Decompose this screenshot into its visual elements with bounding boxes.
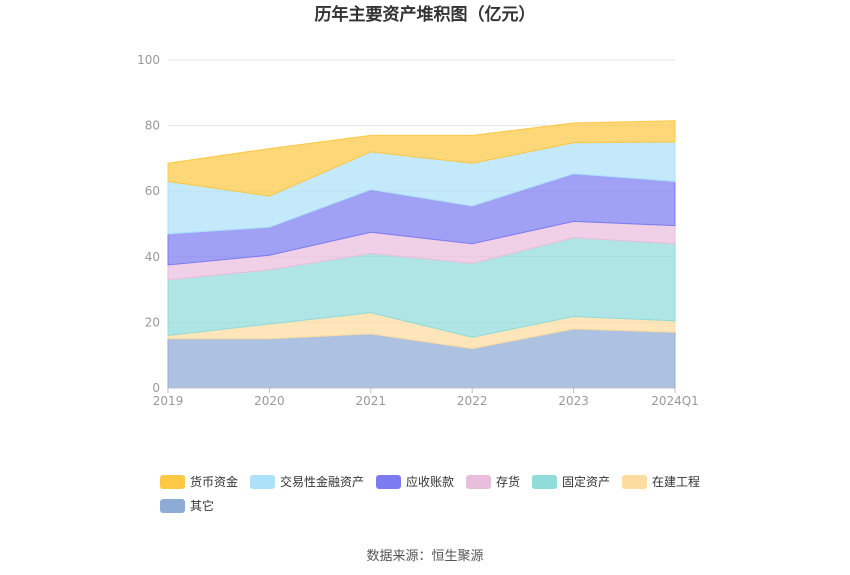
legend-swatch — [376, 475, 401, 489]
legend-swatch — [622, 475, 647, 489]
y-tick-label: 60 — [145, 184, 160, 198]
legend-swatch — [160, 475, 185, 489]
x-tick-label: 2024Q1 — [651, 394, 699, 408]
y-tick-label: 0 — [152, 381, 160, 395]
x-tick-label: 2022 — [457, 394, 488, 408]
legend-label: 在建工程 — [652, 474, 700, 489]
y-tick-label: 40 — [145, 250, 160, 264]
x-tick-label: 2023 — [558, 394, 589, 408]
legend-label: 其它 — [190, 498, 214, 513]
x-tick-label: 2020 — [254, 394, 285, 408]
y-tick-label: 80 — [145, 119, 160, 133]
legend-swatch — [160, 499, 185, 513]
legend-swatch — [532, 475, 557, 489]
legend-label: 交易性金融资产 — [280, 474, 364, 489]
y-tick-label: 100 — [137, 53, 160, 67]
legend-swatch — [466, 475, 491, 489]
x-tick-label: 2021 — [356, 394, 387, 408]
legend-label: 存货 — [496, 474, 520, 489]
legend-label: 应收账款 — [406, 474, 454, 489]
legend-label: 固定资产 — [562, 474, 610, 489]
x-tick-label: 2019 — [153, 394, 184, 408]
data-source-note: 数据来源：恒生聚源 — [366, 549, 483, 564]
area-series — [167, 120, 676, 389]
area-series-6 — [167, 120, 676, 197]
axes: 0 20 40 60 80 100 2019 2020 2021 2022 2023 2024Q1 — [137, 53, 699, 408]
chart-title: 历年主要资产堆积图（亿元） — [315, 4, 536, 25]
y-tick-label: 20 — [145, 315, 160, 329]
legend-swatch — [250, 475, 275, 489]
legend-label: 货币资金 — [190, 474, 238, 489]
